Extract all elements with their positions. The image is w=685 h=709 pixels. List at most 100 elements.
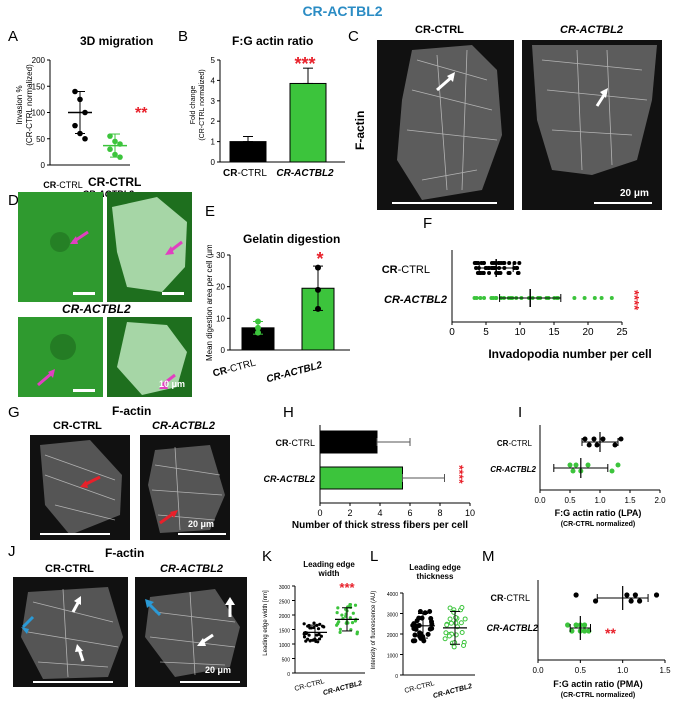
chart-k-point xyxy=(353,603,358,607)
chart-m-point xyxy=(565,622,571,628)
chart-m-x-tick-label: 0.0 xyxy=(532,666,544,675)
chart-i-xlabel: F:G actin ratio (LPA) xyxy=(555,508,642,518)
chart-a-point xyxy=(117,141,123,147)
panel-label-a: A xyxy=(8,28,19,45)
d-scalebar-label: 10 μm xyxy=(159,379,186,389)
chart-k-point xyxy=(316,640,320,644)
chart-k-point xyxy=(312,621,316,625)
d-actbl2-cell: 10 μm xyxy=(107,317,192,397)
chart-f-point xyxy=(474,261,479,265)
chart-h: CR-CTRL CR-ACTBL2 0 2 4 6 8 10 **** Number of… xyxy=(264,425,475,530)
chart-b-y-tick-label: 2 xyxy=(211,117,216,126)
chart-b: Fold change (CR-CTRL normalized) 012345 … xyxy=(190,54,345,179)
chart-k-point xyxy=(336,606,340,610)
chart-b-y-tick-label: 5 xyxy=(211,56,216,65)
chart-h-x-tick-label: 4 xyxy=(377,508,382,518)
chart-k-point xyxy=(350,621,355,625)
chart-b-y-tick-label: 3 xyxy=(211,97,216,106)
panel-label-e: E xyxy=(205,203,216,220)
chart-e-y-tick-label: 0 xyxy=(221,346,226,355)
chart-k-point xyxy=(302,635,307,639)
chart-l-point xyxy=(417,630,423,636)
chart-l-point xyxy=(453,620,459,626)
chart-l-ylabel: Intensity of fluorescence (AU) xyxy=(371,591,377,670)
chart-k-significance: *** xyxy=(339,580,355,595)
chart-f-point xyxy=(517,261,522,265)
chart-b-y-tick-label: 0 xyxy=(211,158,216,167)
chart-h-xlabel: Number of thick stress fibers per cell xyxy=(292,520,468,530)
chart-f-x-tick-label: 5 xyxy=(483,327,489,338)
chart-k-point xyxy=(309,626,314,630)
chart-l-point xyxy=(446,633,452,639)
chart-f-label-ctrl: CR-CTRL xyxy=(382,264,430,276)
c-ctrl-label: CR-CTRL xyxy=(415,24,464,36)
chart-a-ylabel-1: Invasion % xyxy=(15,85,24,124)
chart-f-point xyxy=(507,261,512,265)
chart-l: Intensity of fluorescence (AU) 0 1000 2000… xyxy=(371,591,475,700)
chart-k-point xyxy=(320,624,325,628)
chart-l-y-tick-label: 0 xyxy=(395,674,398,680)
panel-label-b: B xyxy=(178,28,189,45)
chart-m-point xyxy=(624,592,630,598)
chart-e-xlabel-actbl2: CR-ACTBL2 xyxy=(265,360,324,386)
chart-k-point xyxy=(353,619,358,623)
chart-i-x-tick-label: 1.5 xyxy=(624,496,636,505)
chart-m-x-tick-label: 1.5 xyxy=(659,666,671,675)
chart-l-point xyxy=(459,604,465,610)
chart-h-bar xyxy=(319,430,378,454)
j-factin-label: F-actin xyxy=(105,546,145,560)
chart-l-point xyxy=(412,632,418,638)
chart-f-point xyxy=(489,296,494,300)
chart-l-title: Leading edge thickness xyxy=(409,563,461,581)
chart-m-point xyxy=(581,622,588,628)
chart-a-point xyxy=(72,88,78,95)
c-scalebar-label: 20 μm xyxy=(620,188,649,199)
chart-e-point xyxy=(255,324,261,331)
chart-l-point xyxy=(417,608,423,614)
chart-k-y-tick-label: 3000 xyxy=(279,585,290,591)
chart-i-point xyxy=(582,436,588,442)
chart-a-point xyxy=(117,154,123,160)
chart-m-xlabel: F:G actin ratio (PMA) xyxy=(553,679,643,689)
chart-h-significance: **** xyxy=(452,465,466,484)
chart-l-y-tick-label: 2000 xyxy=(387,633,398,639)
c-actbl2-label: CR-ACTBL2 xyxy=(560,24,623,36)
g-actbl2-label: CR-ACTBL2 xyxy=(152,420,215,432)
chart-k-point xyxy=(315,633,319,637)
g-factin-label: F-actin xyxy=(112,404,152,418)
chart-a-point xyxy=(107,133,113,139)
chart-l-point xyxy=(448,620,454,626)
chart-a-significance: ** xyxy=(135,105,148,122)
chart-f-x-tick-label: 25 xyxy=(616,327,628,338)
chart-m-point xyxy=(573,622,579,628)
chart-h-x-tick-label: 6 xyxy=(407,508,412,518)
panel-label-h: H xyxy=(283,404,294,421)
chart-h-x-tick-label: 0 xyxy=(317,508,322,518)
chart-l-point xyxy=(458,620,464,626)
chart-a-y-tick-label: 100 xyxy=(32,109,46,118)
chart-f-x-tick-label: 10 xyxy=(514,327,526,338)
chart-f-point xyxy=(481,271,486,275)
chart-b-ylabel-2: (CR-CTRL normalized) xyxy=(199,69,206,140)
chart-l-point xyxy=(451,644,457,650)
chart-f-point xyxy=(478,296,483,300)
panel-label-j: J xyxy=(8,543,16,560)
chart-f-point xyxy=(474,266,479,270)
chart-m-point xyxy=(573,592,579,598)
j-ctrl-label: CR-CTRL xyxy=(45,563,94,575)
chart-m-point xyxy=(628,598,634,604)
chart-k-point xyxy=(306,624,310,628)
chart-f-point xyxy=(514,266,519,270)
chart-b-y-tick-label: 4 xyxy=(211,76,216,85)
chart-l-point xyxy=(442,636,448,642)
panel-label-m: M xyxy=(482,548,495,565)
chart-f-significance: **** xyxy=(627,290,642,311)
chart-i-point xyxy=(618,436,624,442)
j-ctrl-micrograph xyxy=(13,577,128,687)
chart-k-point xyxy=(337,620,341,624)
chart-a-y-tick-label: 50 xyxy=(36,135,45,144)
chart-a-title: 3D migration xyxy=(80,34,154,48)
chart-e-y-tick-label: 30 xyxy=(216,251,225,260)
chart-k-point xyxy=(302,632,306,636)
chart-f-xlabel: Invadopodia number per cell xyxy=(488,347,651,361)
